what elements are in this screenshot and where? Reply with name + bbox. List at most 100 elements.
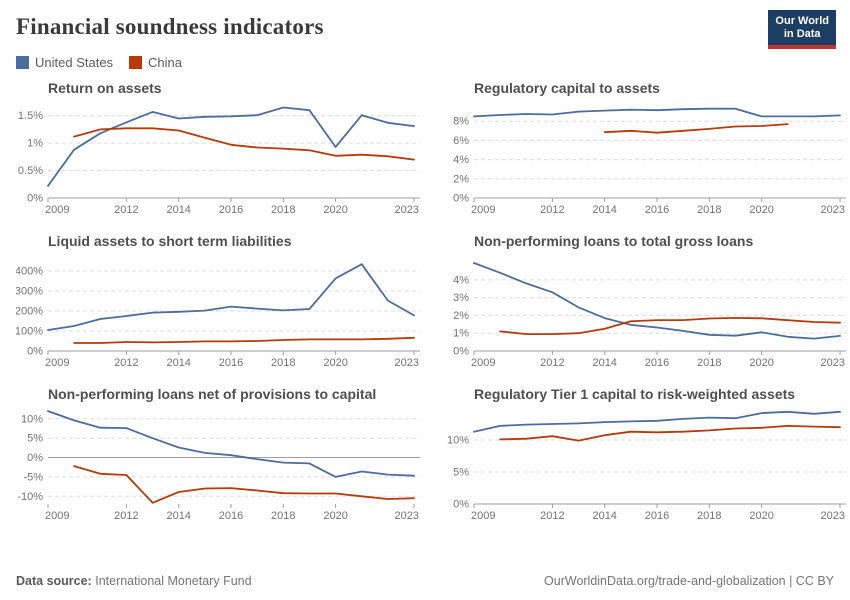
header: Financial soundness indicators Our World… [16, 10, 836, 49]
svg-text:2023: 2023 [821, 510, 845, 522]
svg-text:2018: 2018 [697, 357, 721, 369]
svg-text:2014: 2014 [166, 204, 190, 216]
legend-label: China [148, 55, 183, 70]
svg-text:100%: 100% [16, 326, 43, 338]
legend-label: United States [35, 55, 114, 70]
chart-regulatory-capital-to-assets: Regulatory capital to assets 0% 2% 4% 6% 8% 20… [442, 80, 846, 224]
svg-text:2014: 2014 [592, 204, 616, 216]
svg-text:2014: 2014 [166, 510, 190, 522]
svg-text:4%: 4% [453, 274, 469, 286]
svg-text:0.5%: 0.5% [18, 165, 43, 177]
chart-title: Non-performing loans to total gross loan… [474, 233, 754, 249]
chart-title: Non-performing loans net of provisions t… [48, 386, 377, 402]
chart-plot-regulatory-capital-to-assets[interactable]: 0% 2% 4% 6% 8% 2009 2012 2014 2016 2018 2020 2023 [442, 97, 846, 224]
charts-grid: Return on assets 0% 0.5% 1% 1.5% 2009 2012 2014… [16, 80, 846, 530]
svg-text:2012: 2012 [540, 357, 564, 369]
chart-plot-return-on-assets[interactable]: 0% 0.5% 1% 1.5% 2009 2012 2014 2016 2018 2020 2023 [16, 97, 420, 224]
svg-text:2023: 2023 [395, 357, 419, 369]
svg-text:0%: 0% [27, 346, 43, 358]
svg-text:2020: 2020 [323, 204, 347, 216]
svg-text:2020: 2020 [749, 357, 773, 369]
chart-plot-liquid-assets-to-short-term-liabilities[interactable]: 0% 100% 200% 300% 400% 2009 2012 2014 2016 2018 20… [16, 250, 420, 377]
svg-text:2020: 2020 [749, 204, 773, 216]
svg-text:2023: 2023 [395, 510, 419, 522]
svg-text:2018: 2018 [697, 204, 721, 216]
svg-text:1%: 1% [453, 328, 469, 340]
footer: Data source: International Monetary Fund… [16, 574, 834, 588]
svg-text:2016: 2016 [219, 357, 243, 369]
svg-text:2020: 2020 [749, 510, 773, 522]
chart-non-performing-loans-net-of-provisions-to-capital: Non-performing loans net of provisions t… [16, 386, 420, 530]
data-source-label: Data source: [16, 574, 92, 588]
svg-text:2%: 2% [453, 173, 469, 185]
svg-text:2020: 2020 [323, 510, 347, 522]
chart-plot-non-performing-loans-net-of-provisions-to-capital[interactable]: -10% -5% 0% 5% 10% 2009 2012 2014 2016 2018 2020 20… [16, 403, 420, 530]
svg-text:5%: 5% [27, 433, 43, 445]
data-source-value: International Monetary Fund [95, 574, 252, 588]
svg-text:1.5%: 1.5% [18, 110, 43, 122]
chart-title: Liquid assets to short term liabilities [48, 233, 292, 249]
svg-text:2012: 2012 [114, 204, 138, 216]
svg-text:0%: 0% [27, 193, 43, 205]
svg-text:300%: 300% [16, 286, 43, 298]
owid-logo-line2: in Data [783, 28, 821, 40]
owid-logo-line1: Our World [775, 15, 829, 27]
svg-text:2016: 2016 [645, 204, 669, 216]
chart-plot-regulatory-tier-1-capital-to-risk-weighted-assets[interactable]: 0% 5% 10% 2009 2012 2014 2016 2018 2020 2023 [442, 403, 846, 530]
svg-text:4%: 4% [453, 154, 469, 166]
svg-text:2009: 2009 [471, 357, 495, 369]
svg-text:2023: 2023 [395, 204, 419, 216]
owid-logo: Our World in Data [768, 10, 836, 49]
legend-swatch [129, 56, 143, 69]
svg-text:2012: 2012 [114, 510, 138, 522]
chart-liquid-assets-to-short-term-liabilities: Liquid assets to short term liabilities 0… [16, 233, 420, 377]
svg-text:2014: 2014 [166, 357, 190, 369]
svg-text:3%: 3% [453, 292, 469, 304]
svg-text:2023: 2023 [821, 357, 845, 369]
svg-text:2018: 2018 [271, 357, 295, 369]
svg-text:2009: 2009 [45, 204, 69, 216]
svg-text:2016: 2016 [645, 357, 669, 369]
chart-plot-non-performing-loans-to-total-gross-loans[interactable]: 0% 1% 2% 3% 4% 2009 2012 2014 2016 2018 2020 2023 [442, 250, 846, 377]
svg-text:10%: 10% [447, 435, 469, 447]
legend-item-china[interactable]: China [129, 55, 182, 70]
chart-return-on-assets: Return on assets 0% 0.5% 1% 1.5% 2009 2012 2014… [16, 80, 420, 224]
svg-text:2014: 2014 [592, 357, 616, 369]
data-source: Data source: International Monetary Fund [16, 574, 252, 588]
svg-text:0%: 0% [453, 346, 469, 358]
svg-text:2009: 2009 [45, 510, 69, 522]
svg-text:2018: 2018 [271, 510, 295, 522]
svg-text:8%: 8% [453, 116, 469, 128]
svg-text:2016: 2016 [645, 510, 669, 522]
svg-text:2014: 2014 [592, 510, 616, 522]
svg-text:0%: 0% [453, 193, 469, 205]
svg-text:2009: 2009 [471, 204, 495, 216]
svg-text:6%: 6% [453, 135, 469, 147]
svg-text:2018: 2018 [271, 204, 295, 216]
svg-text:2012: 2012 [540, 204, 564, 216]
svg-text:2020: 2020 [323, 357, 347, 369]
chart-regulatory-tier-1-capital-to-risk-weighted-assets: Regulatory Tier 1 capital to risk-weight… [442, 386, 846, 530]
svg-text:2%: 2% [453, 310, 469, 322]
svg-text:2018: 2018 [697, 510, 721, 522]
svg-text:2012: 2012 [114, 357, 138, 369]
footer-attribution[interactable]: OurWorldinData.org/trade-and-globalizati… [544, 574, 834, 588]
svg-text:0%: 0% [27, 452, 43, 464]
chart-non-performing-loans-to-total-gross-loans: Non-performing loans to total gross loan… [442, 233, 846, 377]
chart-title: Regulatory Tier 1 capital to risk-weight… [474, 386, 796, 402]
svg-text:0%: 0% [453, 499, 469, 511]
svg-text:-10%: -10% [17, 491, 43, 503]
svg-text:2016: 2016 [219, 204, 243, 216]
svg-text:2012: 2012 [540, 510, 564, 522]
legend-swatch [16, 56, 29, 69]
chart-title: Regulatory capital to assets [474, 80, 660, 96]
chart-title: Return on assets [48, 80, 162, 96]
svg-text:1%: 1% [27, 138, 43, 150]
svg-text:-5%: -5% [23, 471, 43, 483]
legend: United States China [16, 55, 834, 70]
svg-text:2009: 2009 [45, 357, 69, 369]
svg-text:2023: 2023 [821, 204, 845, 216]
svg-text:2016: 2016 [219, 510, 243, 522]
page-title: Financial soundness indicators [16, 14, 324, 39]
legend-item-united-states[interactable]: United States [16, 55, 113, 70]
